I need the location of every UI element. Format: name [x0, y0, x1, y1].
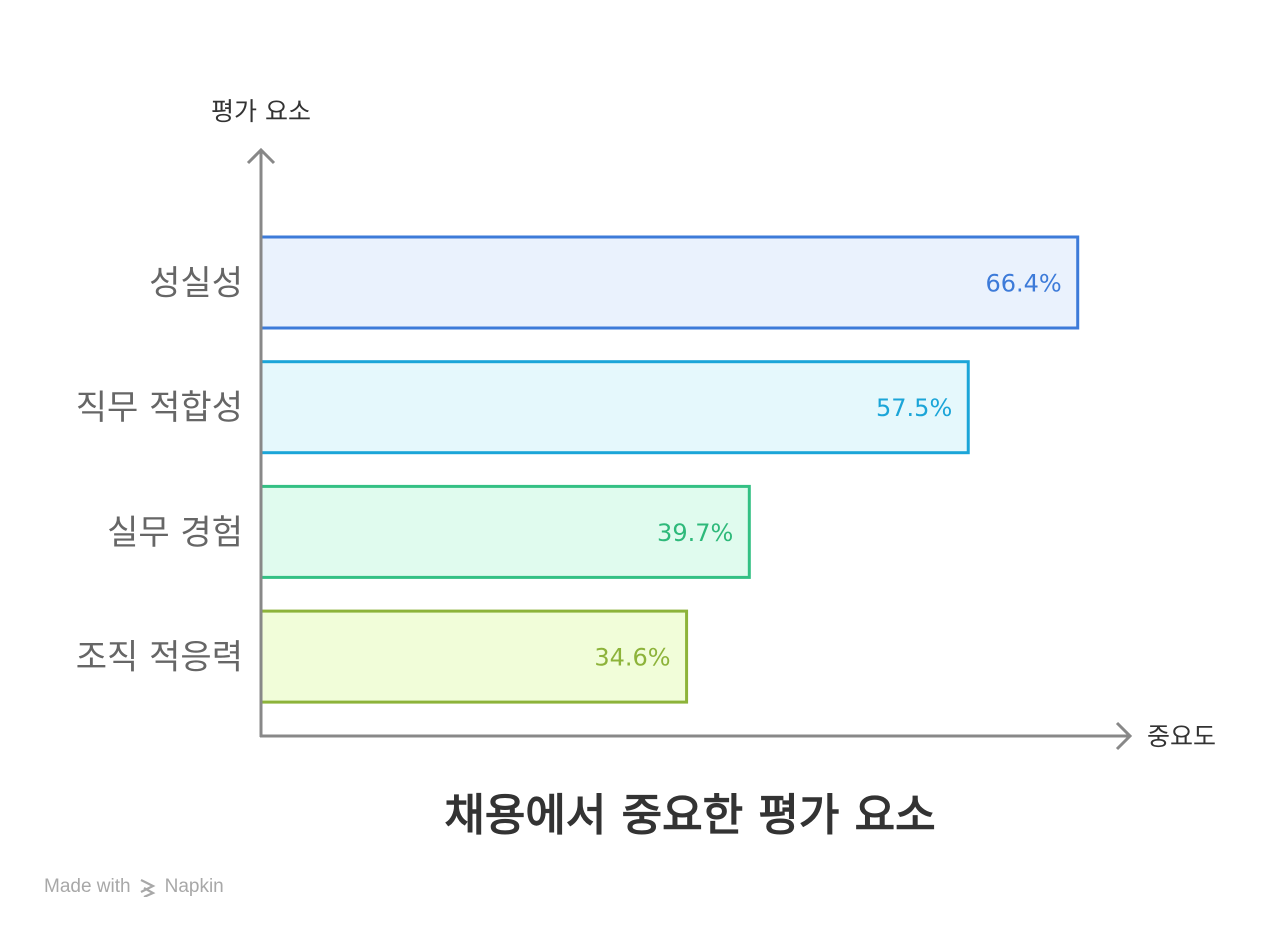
y-axis-arrow: [246, 147, 276, 165]
category-label-1: 성실성: [149, 264, 243, 304]
value-labels-group: 66.4% 57.5% 39.7% 34.6%: [594, 270, 1061, 672]
category-label-4: 조직 적응력: [76, 638, 243, 678]
napkin-logo-icon: [139, 877, 157, 899]
made-with-text: Made with: [44, 876, 131, 897]
bar-2: [259, 360, 970, 455]
made-with-credit: Made with Napkin: [44, 876, 224, 899]
value-label-3: 39.7%: [657, 519, 733, 547]
x-axis-label: 중요도: [1147, 722, 1216, 751]
value-label-2: 57.5%: [876, 394, 952, 422]
bar-3: [259, 484, 751, 579]
napkin-brand-text: Napkin: [164, 876, 224, 897]
y-axis-label: 평가 요소: [211, 97, 311, 126]
category-label-2: 직무 적합성: [76, 388, 243, 428]
value-label-4: 34.6%: [594, 644, 670, 672]
chart-title: 채용에서 중요한 평가 요소: [444, 790, 935, 841]
bar-1: [259, 235, 1080, 330]
category-label-3: 실무 경험: [107, 513, 243, 553]
value-label-1: 66.4%: [985, 270, 1061, 298]
bar-4: [259, 609, 689, 704]
bars-group: [259, 235, 1080, 704]
x-axis-arrow: [1115, 721, 1133, 751]
